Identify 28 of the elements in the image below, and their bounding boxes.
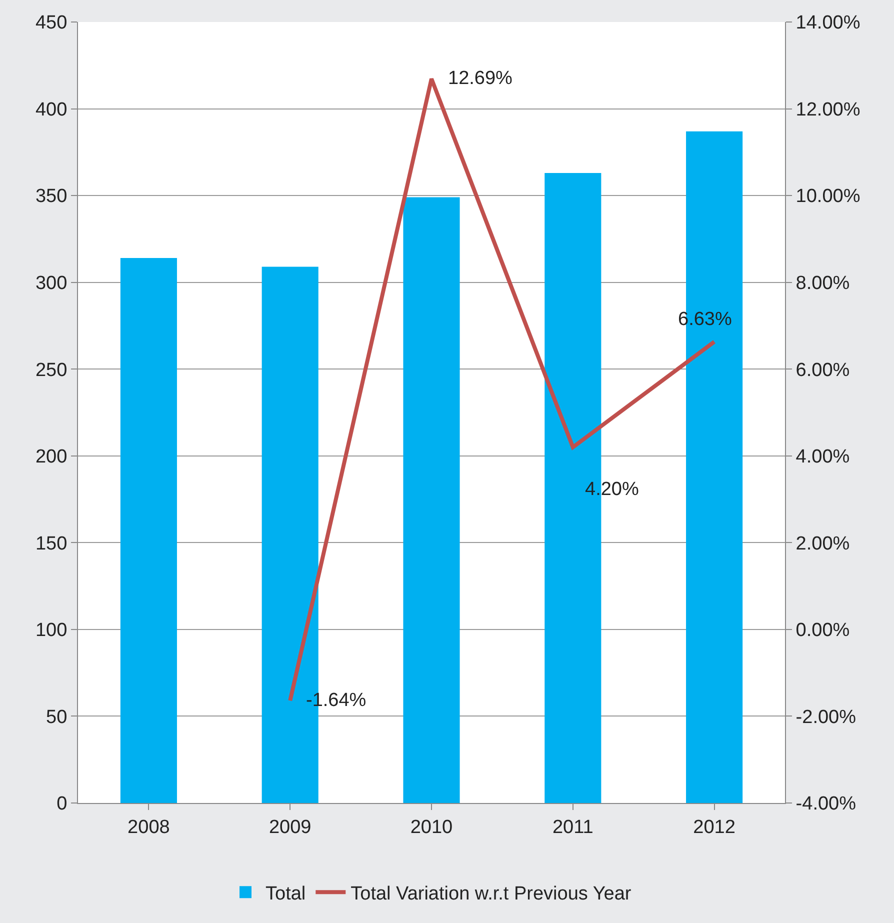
y2-tick-label: -2.00%: [796, 706, 856, 728]
x-tick-label: 2011: [552, 816, 594, 838]
y-tick-label: 450: [35, 12, 68, 34]
y-tick-label: 300: [35, 272, 68, 294]
data-label: 12.69%: [448, 68, 513, 89]
y2-tick-label: 0.00%: [796, 620, 850, 642]
y2-tick-label: 10.00%: [796, 186, 860, 208]
y2-tick-label: -4.00%: [796, 794, 856, 815]
y2-tick-label: 6.00%: [796, 360, 850, 381]
x-tick-label: 2008: [128, 816, 170, 838]
y-tick-label: 350: [35, 186, 68, 208]
y-tick-label: 0: [56, 794, 68, 815]
legend-label: Total Variation w.r.t Previous Year: [350, 884, 632, 905]
y2-tick-label: 2.00%: [796, 533, 850, 554]
x-tick-label: 2009: [268, 816, 312, 838]
y2-tick-label: 8.00%: [796, 272, 850, 294]
x-tick-label: 2010: [410, 816, 453, 838]
y2-tick-label: 14.00%: [796, 12, 860, 34]
y-tick-label: 400: [35, 99, 68, 120]
y-tick-label: 150: [35, 533, 68, 554]
x-tick-label: 2012: [693, 816, 736, 838]
legend-label: Total: [266, 884, 306, 905]
y2-tick-label: 12.00%: [796, 99, 860, 120]
y2-tick-label: 4.00%: [796, 446, 850, 468]
y-tick-label: 200: [35, 446, 68, 468]
y-tick-label: 250: [35, 360, 68, 381]
y-tick-label: 100: [35, 620, 68, 642]
y-tick-label: 50: [46, 706, 68, 728]
